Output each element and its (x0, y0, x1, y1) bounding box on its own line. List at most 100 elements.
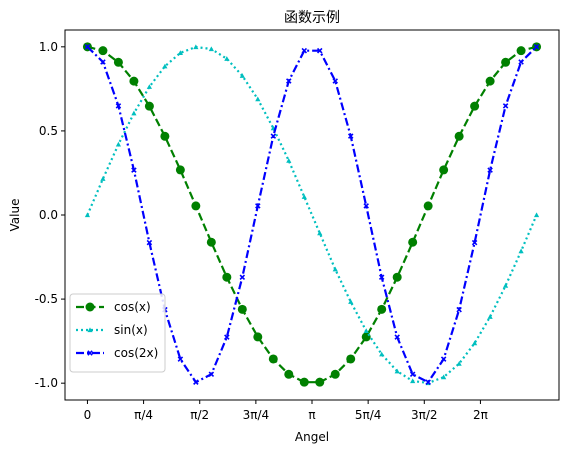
data-point-cos-2x (84, 44, 91, 50)
data-point-sin-x (146, 84, 152, 89)
data-point-cos-2x (533, 44, 540, 50)
data-point-cos-x (501, 57, 511, 67)
x-tick-label: 3π/2 (411, 408, 438, 422)
data-point-cos-2x (208, 371, 215, 378)
plot-area (82, 42, 542, 387)
series-sin-x (84, 44, 540, 386)
data-point-sin-x (456, 361, 462, 366)
data-point-cos-x (454, 131, 464, 141)
series-line-cos-x (87, 45, 537, 384)
series-line-cos-2x (86, 46, 538, 384)
data-point-cos-2x (193, 379, 199, 385)
y-tick-label: -0.5 (35, 292, 58, 306)
data-point-sin-x (115, 141, 122, 147)
data-point-cos-x (516, 46, 526, 56)
data-point-sin-x (394, 368, 400, 374)
data-point-sin-x (286, 158, 292, 163)
data-point-cos-x (284, 369, 294, 379)
data-point-cos-x (98, 46, 108, 56)
data-point-cos-x (408, 237, 418, 247)
x-tick-label: π (308, 408, 315, 422)
data-point-cos-2x (440, 356, 447, 362)
data-point-sin-x (162, 63, 168, 69)
data-point-sin-x (208, 46, 214, 52)
data-point-cos-2x (332, 78, 339, 84)
data-point-sin-x (317, 230, 323, 236)
legend-marker (85, 302, 95, 312)
data-point-cos-2x (100, 59, 106, 65)
data-point-sin-x (533, 212, 540, 218)
data-point-cos-2x (487, 167, 493, 173)
data-point-cos-x (346, 354, 356, 364)
data-point-cos-2x (409, 371, 416, 378)
data-point-cos-2x (316, 47, 323, 54)
x-tick-label: 3π/4 (243, 408, 270, 422)
data-point-cos-2x (286, 78, 292, 84)
data-point-cos-x (470, 101, 480, 111)
data-point-cos-x (315, 377, 325, 387)
data-point-cos-x (268, 354, 278, 364)
data-point-cos-2x (502, 103, 509, 109)
x-axis-label: Angel (295, 430, 329, 444)
data-point-sin-x (193, 44, 199, 50)
data-point-cos-2x (239, 274, 246, 280)
legend: cos(x) sin(x) cos(2x) (69, 293, 166, 373)
data-point-cos-2x (146, 239, 153, 246)
data-point-cos-x (423, 201, 433, 211)
data-point-cos-x (129, 76, 139, 86)
y-axis-label: Value (8, 199, 22, 232)
legend-item-sin-x: sin(x) (76, 323, 148, 337)
y-tick-label: 0.5 (39, 124, 58, 138)
legend-label: sin(x) (114, 323, 148, 337)
legend-marker (87, 350, 93, 356)
data-point-cos-x (206, 237, 216, 247)
data-point-cos-x (191, 201, 201, 211)
data-point-sin-x (518, 248, 524, 254)
data-point-sin-x (379, 351, 385, 357)
data-point-cos-2x (301, 47, 308, 54)
data-point-cos-2x (378, 274, 385, 280)
data-point-cos-2x (471, 239, 478, 246)
y-tick-label: 0.0 (39, 208, 58, 222)
data-point-sin-x (502, 283, 509, 288)
data-point-cos-2x (255, 203, 261, 209)
data-point-sin-x (100, 176, 106, 181)
legend-label: cos(2x) (114, 346, 158, 360)
data-point-cos-2x (131, 167, 137, 173)
data-point-sin-x (332, 266, 338, 272)
legend-label: cos(x) (114, 300, 151, 314)
y-axis: 1.0 0.5 0.0 -0.5 -1.0 (35, 40, 65, 390)
data-point-cos-2x (456, 306, 462, 313)
series-cos-x (82, 42, 542, 387)
data-point-cos-x (237, 304, 247, 314)
data-point-cos-x (439, 165, 449, 175)
data-point-sin-x (255, 96, 261, 102)
data-point-cos-x (113, 57, 123, 67)
data-point-sin-x (487, 314, 493, 319)
data-point-cos-2x (363, 203, 369, 209)
data-point-cos-2x (177, 356, 184, 362)
data-point-sin-x (84, 212, 91, 218)
x-tick-label: π/4 (134, 408, 153, 422)
legend-item-cos-2x: cos(2x) (76, 346, 158, 360)
x-axis: 0 π/4 π/2 3π/4 π 5π/4 3π/2 2π (84, 400, 488, 422)
data-point-cos-2x (425, 379, 431, 385)
data-point-cos-x (253, 332, 263, 342)
data-point-sin-x (348, 299, 354, 304)
data-point-sin-x (472, 340, 478, 346)
legend-item-cos-x: cos(x) (76, 300, 151, 314)
data-point-sin-x (301, 194, 307, 199)
data-point-cos-x (299, 377, 309, 387)
data-point-sin-x (410, 378, 416, 384)
data-point-sin-x (239, 73, 245, 78)
data-point-cos-x (392, 272, 402, 282)
data-point-cos-2x (224, 334, 230, 340)
chart-title: 函数示例 (284, 10, 340, 26)
data-point-cos-x (160, 131, 170, 141)
data-point-cos-x (485, 76, 495, 86)
x-tick-label: 2π (473, 408, 488, 422)
y-tick-label: -1.0 (35, 376, 58, 390)
data-point-sin-x (441, 374, 447, 380)
legend-marker (87, 327, 93, 333)
